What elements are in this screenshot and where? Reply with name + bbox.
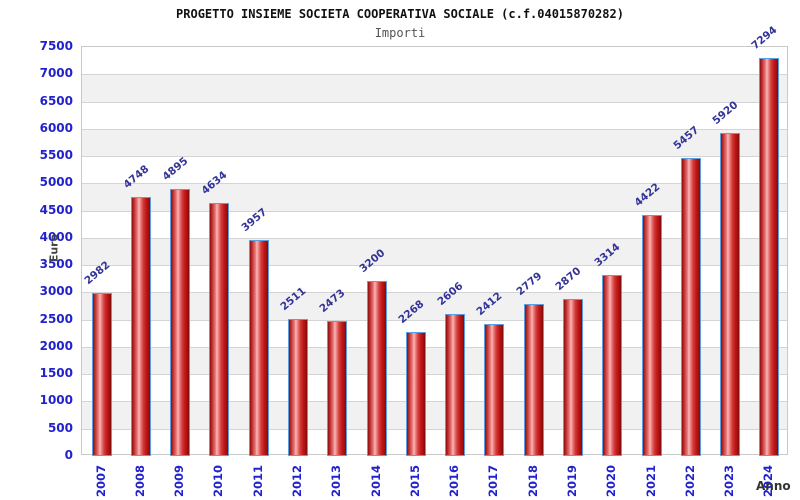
- x-tick-label: 2014: [368, 464, 383, 498]
- x-axis-title: Anno: [756, 479, 791, 493]
- bar-2009: [170, 189, 191, 456]
- x-tick-label: 2013: [329, 464, 344, 498]
- x-tick-label: 2023: [722, 464, 737, 498]
- gridline: [82, 401, 787, 403]
- bar-2010: [209, 203, 230, 456]
- y-tick-label: 6000: [39, 120, 73, 135]
- y-tick-label: 3000: [39, 284, 73, 299]
- y-tick-label: 0: [64, 448, 73, 462]
- plot-band: [82, 74, 787, 102]
- y-tick-label: 1000: [39, 393, 73, 408]
- x-tick-label: 2022: [682, 464, 697, 498]
- y-tick-label: 5000: [39, 175, 73, 190]
- gridline: [82, 128, 787, 130]
- gridline: [82, 374, 787, 376]
- plot-band: [82, 128, 787, 157]
- x-tick-label: 2007: [93, 464, 108, 498]
- bar-2020: [602, 275, 623, 456]
- x-tick-label: 2020: [604, 464, 619, 498]
- bar-2011: [248, 240, 269, 456]
- bar-2023: [720, 133, 741, 456]
- x-tick-label: 2021: [643, 464, 658, 498]
- bar-2016: [445, 313, 466, 456]
- y-tick-label: 6500: [39, 93, 73, 108]
- y-tick-label: 3500: [39, 257, 73, 272]
- y-tick-label: 1500: [39, 366, 73, 381]
- gridline: [82, 428, 787, 430]
- gridline: [82, 319, 787, 321]
- y-tick-label: 2000: [39, 338, 73, 353]
- x-tick-label: 2019: [564, 464, 579, 498]
- plot-band: [82, 292, 787, 320]
- gridline: [82, 210, 787, 212]
- bar-2021: [641, 214, 662, 456]
- x-tick-label: 2009: [172, 464, 187, 498]
- bar-2008: [130, 197, 151, 456]
- gridline: [82, 101, 787, 103]
- bar-2018: [523, 304, 544, 456]
- gridline: [82, 237, 787, 239]
- y-tick-label: 4000: [39, 229, 73, 244]
- y-tick-label: 2500: [39, 311, 73, 326]
- gridline: [82, 346, 787, 348]
- gridline: [82, 183, 787, 185]
- plot-band: [82, 237, 787, 266]
- x-tick-label: 2018: [525, 464, 540, 498]
- bar-2024: [759, 58, 780, 456]
- x-tick-label: 2011: [250, 464, 265, 498]
- x-tick-label: 2008: [132, 464, 147, 498]
- bar-2012: [288, 319, 309, 456]
- plot-band: [82, 183, 787, 211]
- plot-band: [82, 346, 787, 375]
- chart-title: PROGETTO INSIEME SOCIETA COOPERATIVA SOC…: [176, 7, 624, 21]
- bar-2013: [327, 321, 348, 456]
- x-tick-label: 2016: [447, 464, 462, 498]
- bar-2022: [680, 158, 701, 456]
- bar-2015: [405, 332, 426, 456]
- bar-2019: [562, 299, 583, 456]
- x-tick-label: 2012: [290, 464, 305, 498]
- bar-2014: [366, 281, 387, 456]
- bar-2007: [91, 293, 112, 456]
- bar-2017: [484, 324, 505, 456]
- gridline: [82, 265, 787, 267]
- gridline: [82, 74, 787, 76]
- y-tick-label: 5500: [39, 148, 73, 163]
- plot-band: [82, 401, 787, 429]
- chart-subtitle: Importi: [374, 26, 426, 40]
- y-tick-label: 7000: [39, 66, 73, 81]
- y-axis-title: Euro: [47, 233, 61, 263]
- y-tick-label: 7500: [39, 39, 73, 53]
- x-tick-label: 2015: [407, 464, 422, 498]
- x-tick-label: 2010: [211, 464, 226, 498]
- plot-area: [81, 46, 788, 456]
- x-tick-label: 2017: [486, 464, 501, 498]
- gridline: [82, 156, 787, 158]
- y-tick-label: 500: [47, 420, 73, 435]
- y-tick-label: 4500: [39, 202, 73, 217]
- gridline: [82, 292, 787, 294]
